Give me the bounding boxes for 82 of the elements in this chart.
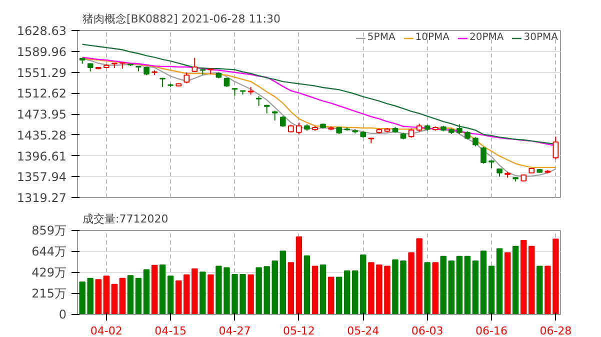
bar xyxy=(320,264,326,314)
bar xyxy=(480,250,487,314)
y-tick-label: 1357.94 xyxy=(16,170,66,184)
bar xyxy=(512,246,519,314)
y-tick-label: 1319.27 xyxy=(16,191,66,205)
candlestick xyxy=(296,122,302,135)
bar xyxy=(103,276,110,314)
y-tick-label: 644万 xyxy=(32,244,66,259)
x-tick-label: 05-24 xyxy=(347,324,380,337)
y-tick-label: 1473.95 xyxy=(16,108,66,122)
bar xyxy=(288,262,294,314)
bar xyxy=(280,250,286,314)
candlestick xyxy=(456,124,462,134)
y-tick-label: 429万 xyxy=(32,266,66,280)
y-tick-label: 1628.63 xyxy=(16,24,66,38)
bar xyxy=(111,284,118,314)
legend-label: 5PMA xyxy=(367,32,396,43)
bar xyxy=(496,248,503,314)
y-tick-label: 1435.28 xyxy=(16,128,66,142)
bar xyxy=(424,262,430,314)
bar xyxy=(488,266,495,314)
y-tick-label: 0 xyxy=(58,308,67,322)
bar xyxy=(336,276,342,314)
candlestick xyxy=(184,72,190,84)
bar xyxy=(304,255,310,314)
bar xyxy=(175,280,182,314)
bar xyxy=(448,260,454,314)
bar xyxy=(127,275,134,314)
candlestick xyxy=(256,96,262,106)
y-tick-label: 215万 xyxy=(32,286,66,300)
bar xyxy=(360,254,366,314)
bar xyxy=(95,279,102,314)
candlestick xyxy=(480,146,486,164)
candlestick xyxy=(552,136,559,160)
bar xyxy=(184,274,190,314)
bar xyxy=(456,256,463,314)
candlestick xyxy=(280,116,286,128)
chart-title: 成交量:7712020 xyxy=(82,212,168,226)
legend-label: 20PMA xyxy=(470,32,504,43)
bar xyxy=(143,269,150,314)
bar xyxy=(159,264,166,314)
bar xyxy=(344,270,350,314)
legend-label: 30PMA xyxy=(524,32,558,43)
bar xyxy=(504,252,511,314)
bar xyxy=(536,266,543,314)
x-tick-label: 04-27 xyxy=(218,324,251,337)
bar xyxy=(432,262,438,314)
candlestick xyxy=(408,128,414,138)
x-tick-label: 06-28 xyxy=(540,324,572,337)
legend-label: 10PMA xyxy=(415,32,450,43)
bar xyxy=(192,268,198,314)
bar xyxy=(328,276,334,314)
bar xyxy=(272,260,278,314)
bar xyxy=(464,256,471,314)
x-tick-label: 06-03 xyxy=(411,324,444,337)
bar xyxy=(440,256,446,314)
x-tick-label: 05-12 xyxy=(282,324,315,337)
bar xyxy=(520,240,527,314)
bar xyxy=(167,276,174,314)
y-tick-label: 859万 xyxy=(32,224,66,238)
x-tick-label: 06-16 xyxy=(476,324,508,337)
bar xyxy=(312,266,318,314)
y-tick-label: 1551.29 xyxy=(16,66,66,80)
bar xyxy=(296,236,302,314)
y-tick-label: 1396.61 xyxy=(16,149,66,164)
candlestick xyxy=(472,136,478,147)
bar xyxy=(119,278,126,314)
candlestick xyxy=(272,110,278,121)
bar xyxy=(472,260,479,314)
x-tick-label: 04-15 xyxy=(154,324,187,337)
bar xyxy=(208,274,214,314)
candlestick xyxy=(192,57,198,72)
x-tick-label: 04-02 xyxy=(90,324,122,337)
bar xyxy=(248,274,254,314)
bar xyxy=(200,272,206,314)
chart-title: 猪肉概念[BK0882] 2021-06-28 11:30 xyxy=(82,12,280,26)
bar xyxy=(352,270,358,314)
y-tick-label: 1512.62 xyxy=(16,86,66,101)
bar xyxy=(151,264,158,314)
y-tick-label: 1589.96 xyxy=(16,44,66,59)
bar xyxy=(135,278,142,314)
bar xyxy=(528,246,535,314)
